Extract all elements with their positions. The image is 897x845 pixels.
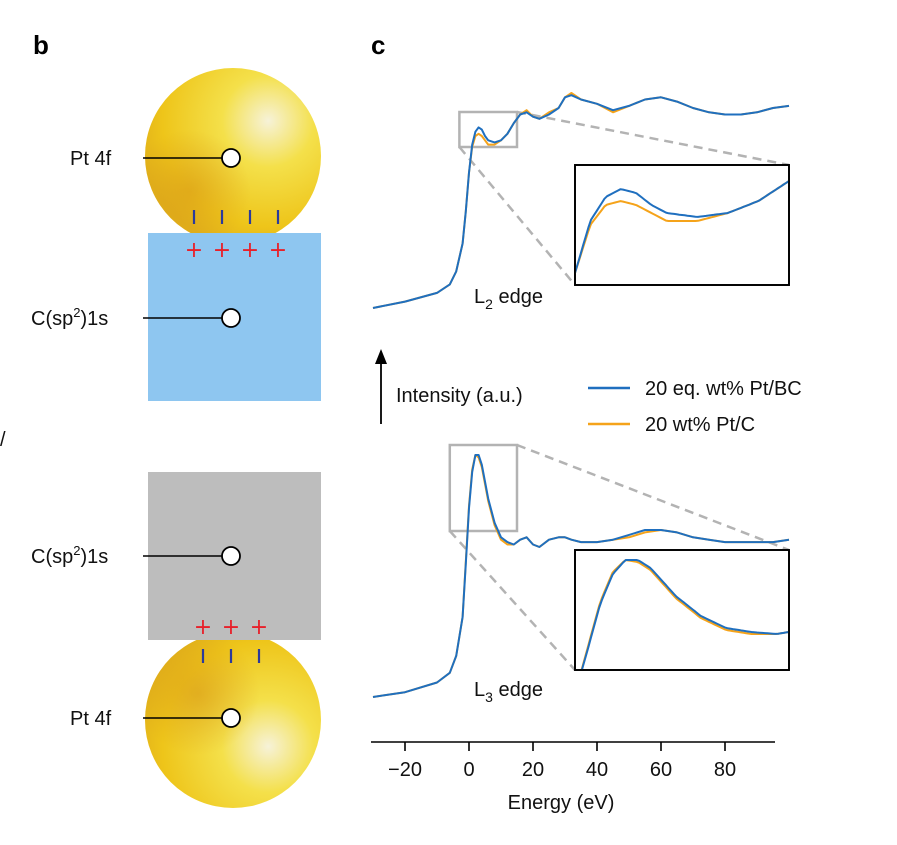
- c-sp2-1s-label-top: C(sp2)1s: [31, 305, 108, 330]
- l3-edge-label: L3 edge: [474, 679, 543, 705]
- main-series: [372, 92, 790, 698]
- x-tick-label-4: 60: [650, 759, 672, 781]
- zoom-indicator-l3: [448, 443, 519, 533]
- diagram-bottom: + + + C(sp2)1s Pt 4f: [31, 472, 321, 808]
- x-tick-label-5: 80: [714, 759, 736, 781]
- inset-l3: [580, 559, 789, 670]
- plus-charge-bottom-0: +: [194, 615, 212, 640]
- orbital-marker-c-bottom: [221, 546, 241, 566]
- panel-label-b: b: [33, 30, 49, 60]
- panel-edge-mark: /: [0, 429, 6, 451]
- chart: L2 edge L3 edge Intensity (a.u.) 20 eq. …: [371, 92, 802, 814]
- x-tick-label-2: 20: [522, 759, 544, 781]
- plus-charge-top-2: +: [241, 238, 259, 263]
- legend-label-0: 20 eq. wt% Pt/BC: [645, 378, 802, 400]
- c-sp2-1s-label-bottom: C(sp2)1s: [31, 543, 108, 568]
- inset-l3-frame: [574, 549, 790, 671]
- x-axis-label: Energy (eV): [508, 792, 615, 814]
- intensity-arrow-head: [375, 349, 387, 364]
- plus-charge-bottom-1: +: [222, 615, 240, 640]
- zoom-connector-l2-top: [516, 110, 790, 167]
- inset-l2-frame: [574, 164, 790, 286]
- panel-label-c: c: [371, 30, 385, 60]
- plus-charge-top-3: +: [269, 238, 287, 263]
- orbital-marker-c-top: [221, 308, 241, 328]
- series-l2-0: [372, 94, 790, 309]
- plus-charge-top-1: +: [213, 238, 231, 263]
- zoom-connector-l3-bottom: [448, 530, 576, 671]
- zoom-indicator-l2: [458, 110, 519, 149]
- inset-L3-series-0: [580, 559, 789, 670]
- minus-charges-top: [192, 210, 280, 224]
- y-axis-label: Intensity (a.u.): [396, 385, 523, 407]
- orbital-marker-pt-top: [221, 148, 241, 168]
- x-tick-label-0: −20: [388, 759, 422, 781]
- pt-4f-label-top: Pt 4f: [70, 148, 112, 170]
- l2-edge-label: L2 edge: [474, 286, 543, 312]
- legend: 20 eq. wt% Pt/BC 20 wt% Pt/C: [588, 378, 802, 436]
- inset-l2: [575, 180, 789, 274]
- x-axis-ticks: −20 0 20 40 60 80: [388, 742, 736, 781]
- plus-charges-bottom: + + +: [194, 615, 268, 640]
- series-l3-0: [372, 454, 790, 698]
- diagram-top: + + + + Pt 4f C(sp2)1s: [31, 68, 321, 401]
- plus-charge-top-0: +: [185, 238, 203, 263]
- x-tick-label-3: 40: [586, 759, 608, 781]
- inset-L2-series-0: [575, 180, 789, 274]
- zoom-connector-l2-bottom: [458, 146, 576, 286]
- plus-charge-bottom-2: +: [250, 615, 268, 640]
- plus-charges-top: + + + +: [185, 238, 287, 263]
- legend-label-1: 20 wt% Pt/C: [645, 414, 755, 436]
- pt-4f-label-bottom: Pt 4f: [70, 708, 112, 730]
- orbital-marker-pt-bottom: [221, 708, 241, 728]
- x-tick-label-1: 0: [463, 759, 474, 781]
- zoom-connector-l3-top: [516, 443, 790, 552]
- minus-charges-bottom: [201, 649, 261, 663]
